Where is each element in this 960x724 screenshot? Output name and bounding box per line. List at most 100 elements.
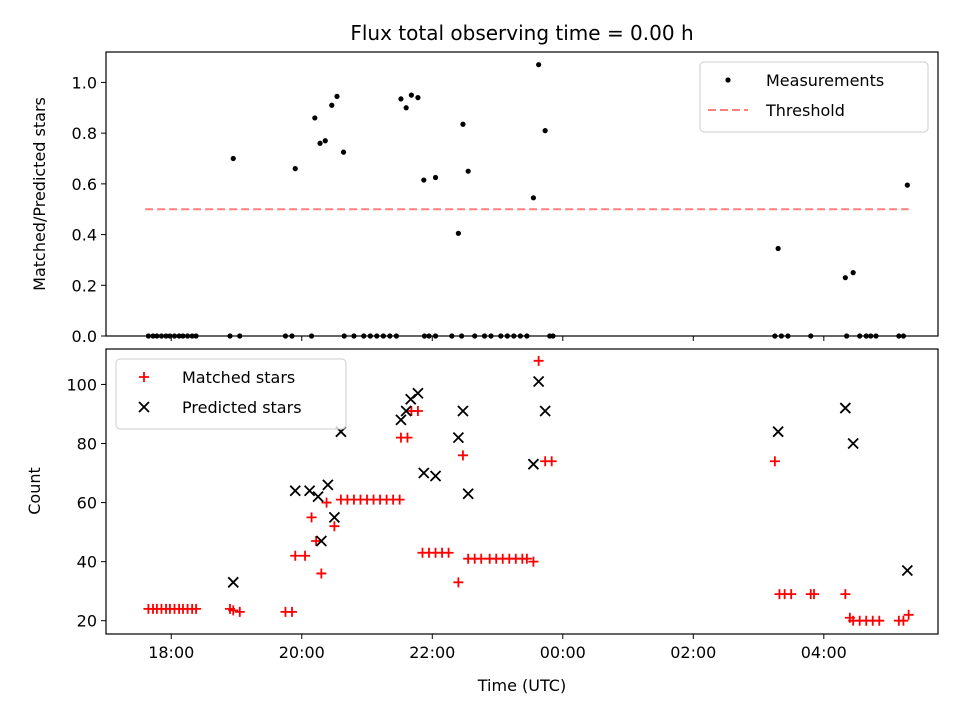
panel-ratio-ylabel: Matched/Predicted stars	[30, 97, 49, 291]
measurements-point	[775, 245, 781, 252]
measurements-point	[460, 121, 466, 127]
matched-stars-point	[786, 589, 797, 600]
chart-title: Flux total observing time = 0.00 h	[350, 21, 693, 45]
predicted-stars-point	[400, 405, 412, 417]
predicted-stars-point	[289, 485, 301, 497]
predicted-stars-point	[772, 426, 784, 438]
predicted-stars-point	[328, 511, 341, 523]
legend-matched-stars-swatch	[139, 372, 149, 382]
measurements-point	[322, 138, 328, 144]
predicted-stars-point	[847, 437, 859, 450]
measurements-point	[230, 155, 236, 162]
panel-counts: 20 40 60 80 100 18:00 20:00 22:00 00:00 02:00 04:0…	[25, 348, 939, 662]
predicted-stars-point	[227, 576, 239, 588]
matched-stars-point	[903, 609, 914, 620]
legend-ratio-box	[699, 61, 929, 133]
predicted-stars-point	[901, 564, 913, 577]
measurements-point	[536, 62, 542, 68]
measurements-point	[408, 92, 414, 98]
xtick-label: 18:00	[148, 643, 194, 662]
matched-stars-point	[443, 547, 454, 558]
matched-stars-point	[898, 615, 909, 626]
ratio-ytick-label: 1.0	[72, 73, 97, 92]
ratio-ytick-label: 0.8	[72, 124, 97, 143]
matched-stars-point	[286, 606, 297, 617]
measurements-point	[403, 105, 409, 111]
measurements-point	[317, 140, 323, 146]
matched-stars-point	[402, 432, 413, 443]
matched-stars-point	[453, 577, 464, 588]
matched-stars-point	[311, 535, 322, 546]
matched-stars-point	[769, 456, 780, 467]
predicted-stars-point	[457, 405, 469, 417]
counts-ytick-label: 80	[77, 435, 97, 454]
measurements-point	[398, 96, 404, 102]
matched-stars-point	[228, 605, 239, 616]
measurements-point	[312, 115, 318, 121]
measurements-point	[334, 93, 340, 99]
measurements-point	[850, 270, 856, 276]
predicted-stars-point	[418, 467, 430, 479]
predicted-stars-point	[539, 405, 551, 417]
matched-stars-point	[321, 497, 332, 508]
matched-stars-point	[290, 550, 301, 561]
measurements-point	[421, 177, 427, 183]
legend-counts-box	[115, 358, 347, 430]
measurements-point	[292, 166, 298, 172]
matched-stars-point	[476, 553, 487, 564]
legend-matched-stars-label: Matched stars	[182, 368, 295, 387]
predicted-stars-point	[315, 535, 327, 547]
measurements-point	[465, 168, 471, 174]
measurements-point	[530, 195, 537, 201]
measurements-point	[904, 182, 910, 188]
predicted-stars-point	[312, 491, 324, 503]
matched-stars-point	[457, 450, 468, 461]
predicted-stars-point	[527, 458, 540, 470]
ratio-ytick-label: 0.4	[72, 226, 97, 245]
matched-stars-point	[300, 550, 311, 561]
legend-predicted-stars-label: Predicted stars	[182, 398, 302, 417]
predicted-stars-point	[429, 470, 442, 482]
measurements-point	[542, 128, 548, 134]
xtick-label: 04:00	[801, 643, 847, 662]
counts-ytick-label: 60	[77, 494, 97, 513]
xtick-label: 02:00	[670, 643, 716, 662]
measurements-point	[432, 174, 439, 181]
legend-ratio: Measurements Threshold	[699, 61, 929, 133]
counts-ytick-label: 100	[66, 375, 97, 394]
panel-ratio: 0.0 0.2 0.4 0.6 0.8 1.0 Matched/Predicted sta…	[30, 51, 939, 346]
matched-stars-point	[533, 355, 544, 366]
matched-stars-point	[316, 568, 327, 579]
xtick-label: 22:00	[409, 643, 455, 662]
predicted-stars-point	[462, 488, 474, 500]
predicted-stars-point	[839, 402, 851, 414]
measurements-point	[415, 95, 421, 101]
matched-stars-point	[191, 603, 202, 614]
predicted-stars-point	[303, 485, 316, 497]
predicted-stars-point	[452, 431, 465, 444]
ratio-ytick-label: 0.6	[72, 175, 97, 194]
matched-stars-point	[412, 406, 423, 417]
measurements-point	[329, 102, 335, 108]
predicted-stars-point	[395, 414, 407, 426]
ratio-ytick-label: 0.0	[72, 327, 97, 346]
matched-stars-point	[546, 456, 557, 467]
predicted-stars-point	[533, 375, 545, 388]
ratio-ytick-label: 0.2	[72, 276, 97, 295]
counts-ytick-label: 20	[77, 612, 97, 631]
legend-measurements-label: Measurements	[766, 71, 884, 90]
panel-counts-frame	[105, 348, 939, 635]
matched-stars-point	[874, 615, 885, 626]
matched-stars-point	[528, 556, 539, 567]
matched-stars-point	[234, 606, 245, 617]
panel-ratio-frame	[105, 51, 939, 337]
legend-threshold-label: Threshold	[765, 101, 845, 120]
measurements-point	[455, 230, 461, 236]
xtick-label: 20:00	[279, 643, 325, 662]
legend-counts: Matched stars Predicted stars	[115, 358, 347, 430]
predicted-stars-point	[322, 479, 334, 491]
xtick-label: 00:00	[540, 643, 586, 662]
measurements-point	[842, 275, 848, 281]
matched-stars-point	[329, 521, 340, 532]
